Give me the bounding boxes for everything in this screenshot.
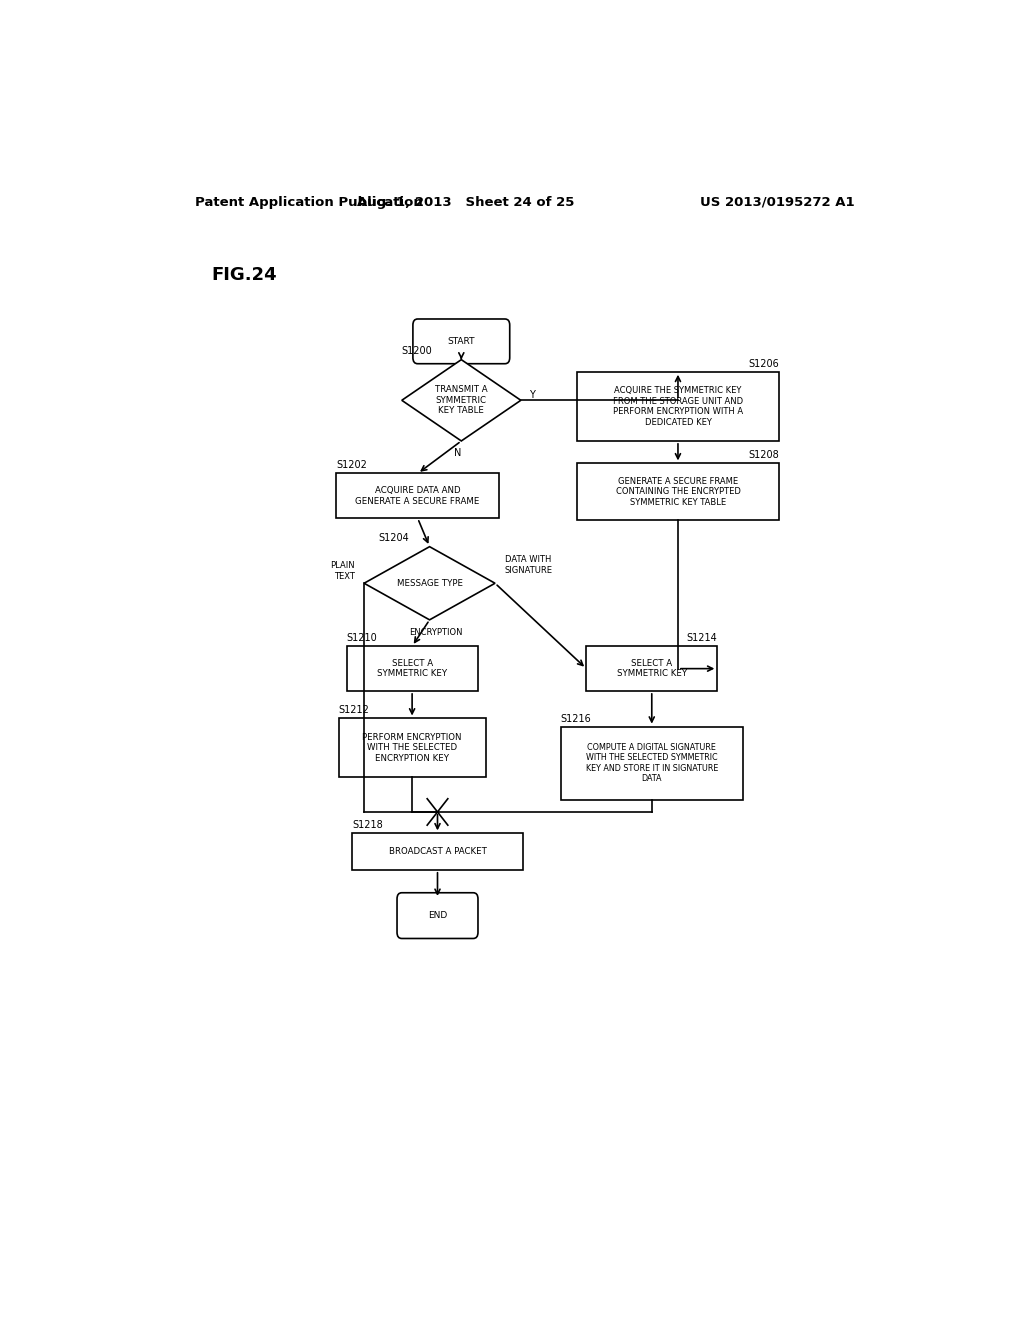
Bar [577, 372, 779, 441]
Bar [347, 647, 477, 690]
Text: Aug. 1, 2013   Sheet 24 of 25: Aug. 1, 2013 Sheet 24 of 25 [356, 195, 574, 209]
FancyBboxPatch shape [413, 319, 510, 364]
Text: ACQUIRE THE SYMMETRIC KEY
FROM THE STORAGE UNIT AND
PERFORM ENCRYPTION WITH A
DE: ACQUIRE THE SYMMETRIC KEY FROM THE STORA… [613, 387, 743, 426]
Bar [560, 726, 743, 800]
Text: GENERATE A SECURE FRAME
CONTAINING THE ENCRYPTED
SYMMETRIC KEY TABLE: GENERATE A SECURE FRAME CONTAINING THE E… [615, 477, 740, 507]
Text: S1210: S1210 [347, 634, 378, 643]
Text: S1204: S1204 [379, 532, 410, 543]
Text: SELECT A
SYMMETRIC KEY: SELECT A SYMMETRIC KEY [616, 659, 687, 678]
Text: TRANSMIT A
SYMMETRIC
KEY TABLE: TRANSMIT A SYMMETRIC KEY TABLE [435, 385, 487, 416]
Text: ENCRYPTION: ENCRYPTION [410, 628, 463, 638]
Bar [577, 463, 779, 520]
Text: DATA WITH
SIGNATURE: DATA WITH SIGNATURE [505, 556, 553, 574]
Text: ACQUIRE DATA AND
GENERATE A SECURE FRAME: ACQUIRE DATA AND GENERATE A SECURE FRAME [355, 486, 480, 506]
Bar [339, 718, 485, 777]
Text: FIG.24: FIG.24 [211, 267, 276, 284]
Polygon shape [401, 359, 521, 441]
Text: Patent Application Publication: Patent Application Publication [196, 195, 423, 209]
Text: START: START [447, 337, 475, 346]
Bar [587, 647, 717, 690]
Text: Y: Y [528, 391, 535, 400]
FancyBboxPatch shape [397, 892, 478, 939]
Text: END: END [428, 911, 447, 920]
Text: N: N [454, 447, 461, 458]
Bar [352, 833, 523, 870]
Text: BROADCAST A PACKET: BROADCAST A PACKET [388, 847, 486, 857]
Text: S1202: S1202 [336, 461, 368, 470]
Text: COMPUTE A DIGITAL SIGNATURE
WITH THE SELECTED SYMMETRIC
KEY AND STORE IT IN SIGN: COMPUTE A DIGITAL SIGNATURE WITH THE SEL… [586, 743, 718, 783]
Text: SELECT A
SYMMETRIC KEY: SELECT A SYMMETRIC KEY [377, 659, 447, 678]
Text: S1208: S1208 [749, 450, 779, 461]
Text: S1218: S1218 [352, 820, 383, 830]
Text: S1214: S1214 [686, 634, 717, 643]
Text: S1216: S1216 [560, 714, 591, 723]
Text: US 2013/0195272 A1: US 2013/0195272 A1 [699, 195, 854, 209]
Text: S1206: S1206 [749, 359, 779, 368]
Polygon shape [365, 546, 495, 620]
Text: S1200: S1200 [401, 346, 432, 355]
Text: PLAIN
TEXT: PLAIN TEXT [330, 561, 354, 581]
Text: PERFORM ENCRYPTION
WITH THE SELECTED
ENCRYPTION KEY: PERFORM ENCRYPTION WITH THE SELECTED ENC… [362, 733, 462, 763]
Bar [336, 474, 499, 519]
Text: MESSAGE TYPE: MESSAGE TYPE [396, 578, 463, 587]
Text: S1212: S1212 [339, 705, 370, 715]
